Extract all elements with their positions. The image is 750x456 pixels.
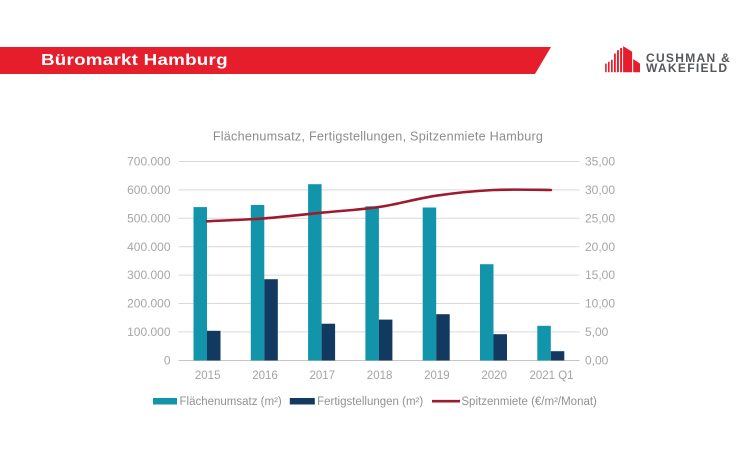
svg-text:2017: 2017	[310, 370, 336, 382]
svg-text:500.000: 500.000	[127, 211, 171, 225]
svg-text:2021 Q1: 2021 Q1	[529, 370, 573, 382]
svg-text:100.000: 100.000	[127, 325, 171, 339]
svg-text:Fertigstellungen (m²): Fertigstellungen (m²)	[317, 396, 423, 408]
svg-text:2020: 2020	[481, 370, 507, 382]
svg-text:20,00: 20,00	[585, 240, 615, 254]
svg-text:2018: 2018	[367, 370, 393, 382]
svg-text:2016: 2016	[252, 370, 278, 382]
svg-text:600.000: 600.000	[127, 183, 171, 197]
svg-text:10,00: 10,00	[585, 297, 615, 311]
svg-text:2019: 2019	[424, 370, 450, 382]
svg-text:25,00: 25,00	[585, 211, 615, 225]
svg-text:200.000: 200.000	[127, 297, 171, 311]
svg-text:0: 0	[164, 354, 171, 368]
svg-text:700.000: 700.000	[127, 155, 171, 169]
svg-text:Flächenumsatz, Fertigstellunge: Flächenumsatz, Fertigstellungen, Spitzen…	[213, 130, 543, 144]
svg-text:300.000: 300.000	[127, 268, 171, 282]
svg-text:15,00: 15,00	[585, 268, 615, 282]
svg-text:0,00: 0,00	[585, 354, 609, 368]
svg-text:2015: 2015	[195, 370, 221, 382]
svg-text:35,00: 35,00	[585, 155, 615, 169]
svg-text:5,00: 5,00	[585, 325, 609, 339]
svg-text:Spitzenmiete (€/m²/Monat): Spitzenmiete (€/m²/Monat)	[461, 396, 597, 408]
svg-text:Flächenumsatz (m²): Flächenumsatz (m²)	[180, 396, 282, 408]
svg-text:400.000: 400.000	[127, 240, 171, 254]
svg-text:30,00: 30,00	[585, 183, 615, 197]
